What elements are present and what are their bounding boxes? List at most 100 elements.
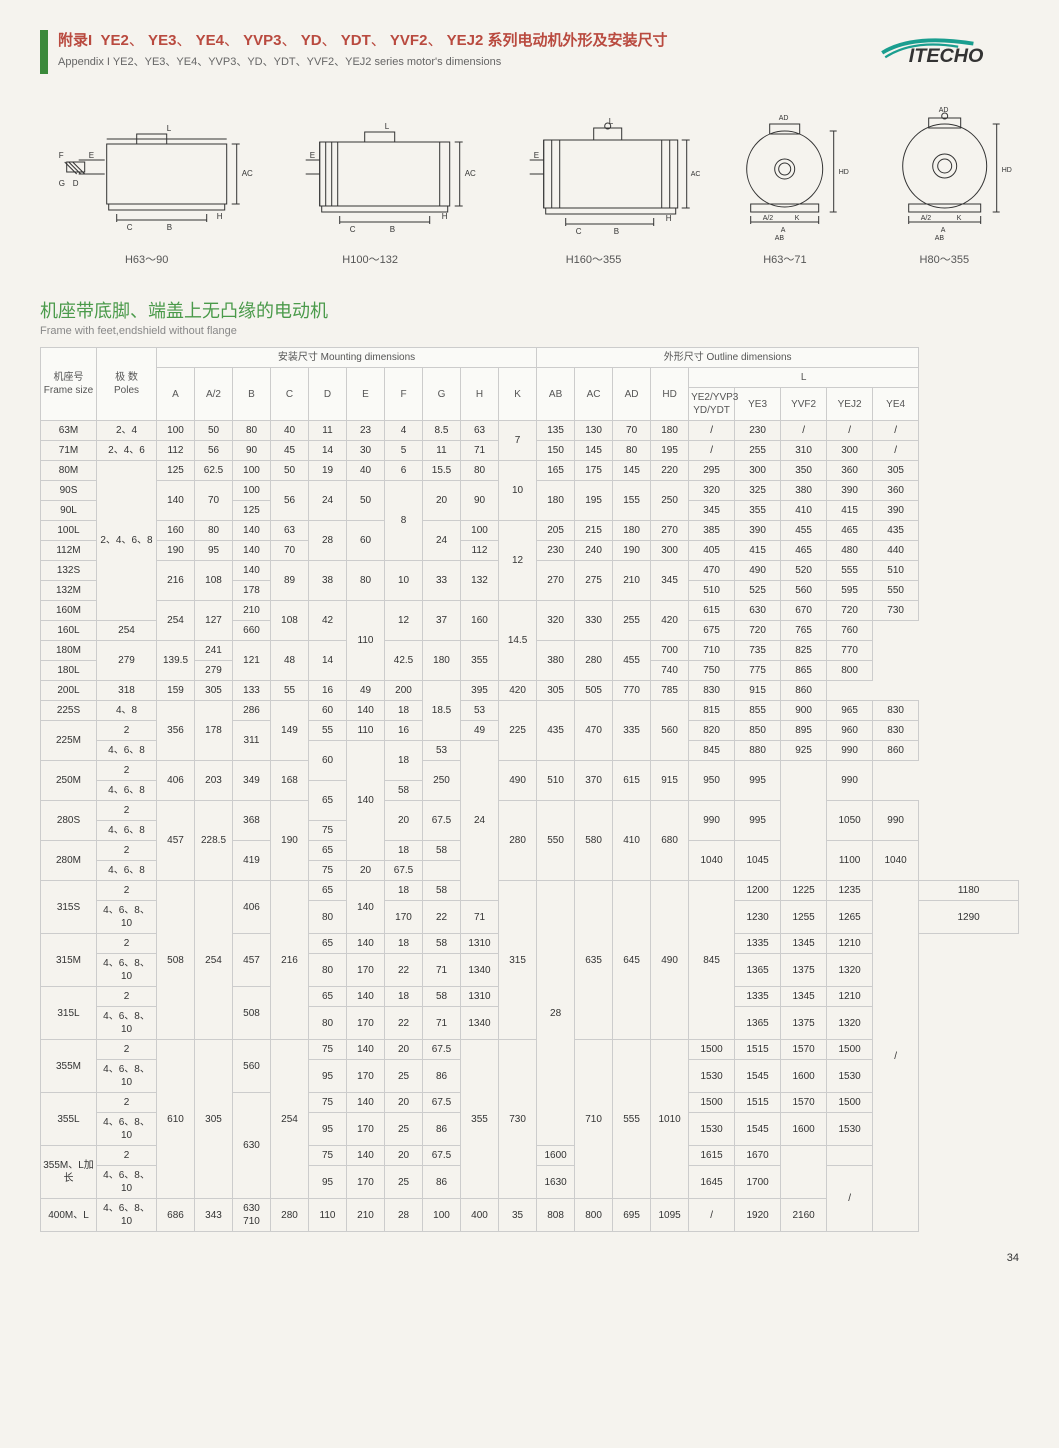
table-cell: 71M — [41, 441, 97, 461]
table-cell: 16 — [309, 681, 347, 701]
table-cell: 140 — [233, 521, 271, 541]
table-cell: 86 — [423, 1113, 461, 1146]
table-cell: / — [873, 421, 919, 441]
table-cell: 1670 — [735, 1146, 781, 1166]
table-cell: 200 — [385, 681, 423, 701]
table-cell: 56 — [271, 481, 309, 521]
dimensions-table: 机座号Frame size 极 数Poles 安装尺寸 Mounting dim… — [40, 347, 1019, 1232]
table-cell: 675 — [689, 621, 735, 641]
table-cell: 508 — [157, 881, 195, 1040]
table-cell: 60 — [309, 741, 347, 781]
table-cell: 20 — [385, 1093, 423, 1113]
th-AC: AC — [575, 368, 613, 421]
table-cell: 19 — [309, 461, 347, 481]
svg-text:H: H — [217, 212, 223, 221]
svg-text:D: D — [73, 179, 79, 188]
table-cell: 1340 — [461, 1007, 499, 1040]
table-cell: 2 — [97, 934, 157, 954]
table-cell: 555 — [827, 561, 873, 581]
table-cell: 132S — [41, 561, 97, 581]
table-cell: 385 — [689, 521, 735, 541]
table-cell: 900 — [781, 701, 827, 721]
svg-text:AC: AC — [691, 171, 701, 178]
table-cell: 195 — [575, 481, 613, 521]
table-cell: 112M — [41, 541, 97, 561]
table-cell: 465 — [781, 541, 827, 561]
table-cell: 49 — [461, 721, 499, 741]
table-cell: 80 — [347, 561, 385, 601]
table-cell: 140 — [157, 481, 195, 521]
table-cell: 410 — [781, 501, 827, 521]
svg-text:K: K — [795, 215, 800, 222]
svg-text:C: C — [127, 223, 133, 232]
logo-text: ITECHO — [909, 45, 984, 67]
svg-text:HD: HD — [1001, 167, 1011, 174]
table-cell: 1310 — [461, 987, 499, 1007]
table-cell: 280 — [271, 1199, 309, 1232]
table-cell: 1615 — [689, 1146, 735, 1166]
table-cell: 510 — [537, 761, 575, 801]
table-cell: 2 — [97, 1146, 157, 1166]
table-cell: 20 — [423, 481, 461, 521]
table-cell: 1340 — [461, 954, 499, 987]
table-cell: 2 — [97, 881, 157, 901]
svg-text:F: F — [59, 151, 64, 160]
table-cell: 465 — [827, 521, 873, 541]
title-english: Appendix I YE2、YE3、YE4、YVP3、YD、YDT、YVF2、… — [58, 53, 668, 69]
table-cell: 505 — [575, 681, 613, 701]
table-cell: 1515 — [735, 1040, 781, 1060]
table-cell: 50 — [271, 461, 309, 481]
svg-text:L: L — [167, 124, 172, 133]
table-cell: 995 — [735, 801, 781, 841]
table-cell: 356 — [157, 701, 195, 761]
table-cell: 170 — [347, 1007, 385, 1040]
table-cell: 25 — [385, 1060, 423, 1093]
table-cell: 800 — [575, 1199, 613, 1232]
table-cell: 2160 — [781, 1199, 827, 1232]
table-cell: 35 — [499, 1199, 537, 1232]
table-cell: 75 — [309, 1093, 347, 1113]
svg-text:L: L — [609, 117, 614, 126]
th-poles: 极 数Poles — [97, 348, 157, 421]
table-cell: 56 — [195, 441, 233, 461]
table-cell: 90S — [41, 481, 97, 501]
table-cell: 305 — [195, 681, 233, 701]
table-cell: 200L — [41, 681, 97, 701]
table-cell: 1335 — [735, 934, 781, 954]
table-cell: 390 — [827, 481, 873, 501]
table-cell: 250M — [41, 761, 97, 801]
table-row: 355M2610305560254751402067.5355730710555… — [41, 1040, 1019, 1060]
svg-text:G: G — [59, 179, 65, 188]
table-cell: 695 — [613, 1199, 651, 1232]
table-cell: 254 — [157, 601, 195, 641]
table-cell: 1310 — [461, 934, 499, 954]
table-cell: 24 — [309, 481, 347, 521]
table-cell: 400 — [461, 1199, 499, 1232]
table-cell: 1570 — [781, 1040, 827, 1060]
table-row: 80M2、4、6、812562.5100501940615.5801016517… — [41, 461, 1019, 481]
table-cell: 2 — [97, 721, 157, 741]
table-row: 63M2、4100508040112348.563713513070180/23… — [41, 421, 1019, 441]
table-cell: 990 — [873, 801, 919, 841]
table-cell: 1630 — [537, 1166, 575, 1199]
svg-text:C: C — [350, 225, 356, 234]
th-D: D — [309, 368, 347, 421]
table-cell: 1645 — [689, 1166, 735, 1199]
table-cell: 420 — [499, 681, 537, 701]
table-cell: 140 — [347, 1146, 385, 1166]
table-cell: 300 — [827, 441, 873, 461]
table-cell: 159 — [157, 681, 195, 701]
table-cell: 33 — [423, 561, 461, 601]
table-cell: 53 — [423, 741, 461, 761]
table-cell: 419 — [233, 841, 271, 881]
table-cell: 28 — [385, 1199, 423, 1232]
table-cell: 18 — [385, 701, 423, 721]
svg-text:A: A — [940, 227, 945, 234]
table-cell: 630 — [233, 1093, 271, 1199]
table-cell: 95 — [309, 1166, 347, 1199]
th-AB: AB — [537, 368, 575, 421]
table-cell: 990 — [689, 801, 735, 841]
table-cell: 170 — [347, 954, 385, 987]
table-cell: 325 — [735, 481, 781, 501]
table-cell: 23 — [347, 421, 385, 441]
